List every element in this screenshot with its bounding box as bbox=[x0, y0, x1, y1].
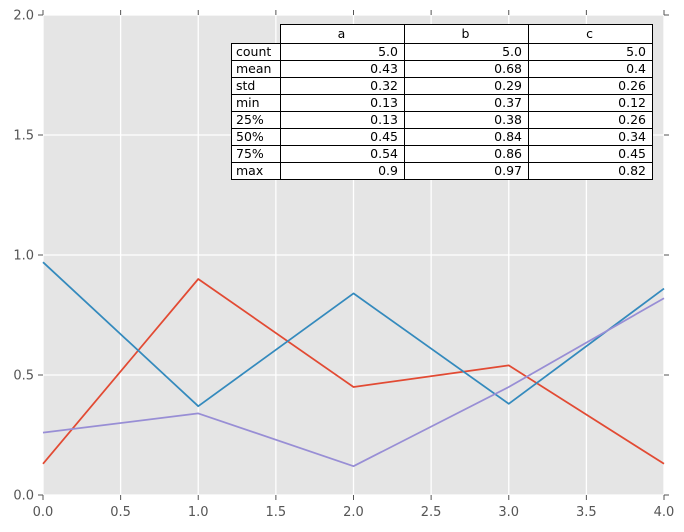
stats-cell: 0.4 bbox=[528, 60, 653, 78]
stats-row: 25% 0.13 0.38 0.26 bbox=[231, 111, 653, 129]
y-tick-label: 1.5 bbox=[13, 129, 34, 144]
stats-col-header-b: b bbox=[404, 24, 529, 44]
stats-cell: 0.54 bbox=[280, 145, 405, 163]
x-tick-label: 3.0 bbox=[498, 505, 519, 520]
line-series-b bbox=[42, 261, 665, 408]
stats-row-label: 75% bbox=[231, 145, 281, 163]
stats-row-label: 50% bbox=[231, 128, 281, 146]
y-tick-label: 0.0 bbox=[13, 489, 34, 504]
stats-col-header-a: a bbox=[280, 24, 405, 44]
stats-row-label: count bbox=[231, 43, 281, 61]
stats-row: std 0.32 0.29 0.26 bbox=[231, 77, 653, 95]
stats-cell: 0.32 bbox=[280, 77, 405, 95]
stats-cell: 0.13 bbox=[280, 94, 405, 112]
line-series-c bbox=[42, 297, 665, 468]
stats-row-label: std bbox=[231, 77, 281, 95]
stats-cell: 0.97 bbox=[404, 162, 529, 180]
stats-cell: 0.86 bbox=[404, 145, 529, 163]
x-tick-label: 2.0 bbox=[343, 505, 364, 520]
stats-cell: 0.37 bbox=[404, 94, 529, 112]
x-tick-label: 0.0 bbox=[33, 505, 54, 520]
stats-cell: 0.12 bbox=[528, 94, 653, 112]
stats-cell: 0.29 bbox=[404, 77, 529, 95]
stats-cell: 0.68 bbox=[404, 60, 529, 78]
x-tick-label: 1.0 bbox=[188, 505, 209, 520]
stats-cell: 0.45 bbox=[528, 145, 653, 163]
stats-row: max 0.9 0.97 0.82 bbox=[231, 162, 653, 180]
stats-cell: 0.84 bbox=[404, 128, 529, 146]
stats-cell: 0.43 bbox=[280, 60, 405, 78]
stats-row: min 0.13 0.37 0.12 bbox=[231, 94, 653, 112]
y-tick-label: 1.0 bbox=[13, 249, 34, 264]
y-tick-label: 2.0 bbox=[13, 9, 34, 24]
stats-cell: 5.0 bbox=[280, 43, 405, 61]
stats-cell: 0.26 bbox=[528, 111, 653, 129]
stats-table-body: count 5.0 5.0 5.0 mean 0.43 0.68 0.4 std 0.32 0.29… bbox=[231, 43, 653, 180]
x-tick-label: 0.5 bbox=[110, 505, 131, 520]
stats-row: count 5.0 5.0 5.0 bbox=[231, 43, 653, 61]
stats-cell: 0.26 bbox=[528, 77, 653, 95]
stats-row-label: min bbox=[231, 94, 281, 112]
stats-row-label: max bbox=[231, 162, 281, 180]
x-tick-label: 3.5 bbox=[576, 505, 597, 520]
stats-cell: 0.45 bbox=[280, 128, 405, 146]
stats-cell: 0.13 bbox=[280, 111, 405, 129]
stats-cell: 5.0 bbox=[404, 43, 529, 61]
stats-col-header-c: c bbox=[528, 24, 653, 44]
y-tick-label: 0.5 bbox=[13, 369, 34, 384]
stats-cell: 5.0 bbox=[528, 43, 653, 61]
stats-row: 75% 0.54 0.86 0.45 bbox=[231, 145, 653, 163]
stats-row: 50% 0.45 0.84 0.34 bbox=[231, 128, 653, 146]
stats-row-label: 25% bbox=[231, 111, 281, 129]
stats-cell: 0.82 bbox=[528, 162, 653, 180]
stats-row: mean 0.43 0.68 0.4 bbox=[231, 60, 653, 78]
stats-cell: 0.38 bbox=[404, 111, 529, 129]
x-tick-label: 1.5 bbox=[266, 505, 287, 520]
stats-cell: 0.34 bbox=[528, 128, 653, 146]
stats-corner-cell bbox=[232, 25, 281, 44]
x-tick-label: 2.5 bbox=[421, 505, 442, 520]
stats-cell: 0.9 bbox=[280, 162, 405, 180]
stats-row-label: mean bbox=[231, 60, 281, 78]
line-series-a bbox=[42, 278, 665, 465]
x-tick-label: 4.0 bbox=[654, 505, 675, 520]
